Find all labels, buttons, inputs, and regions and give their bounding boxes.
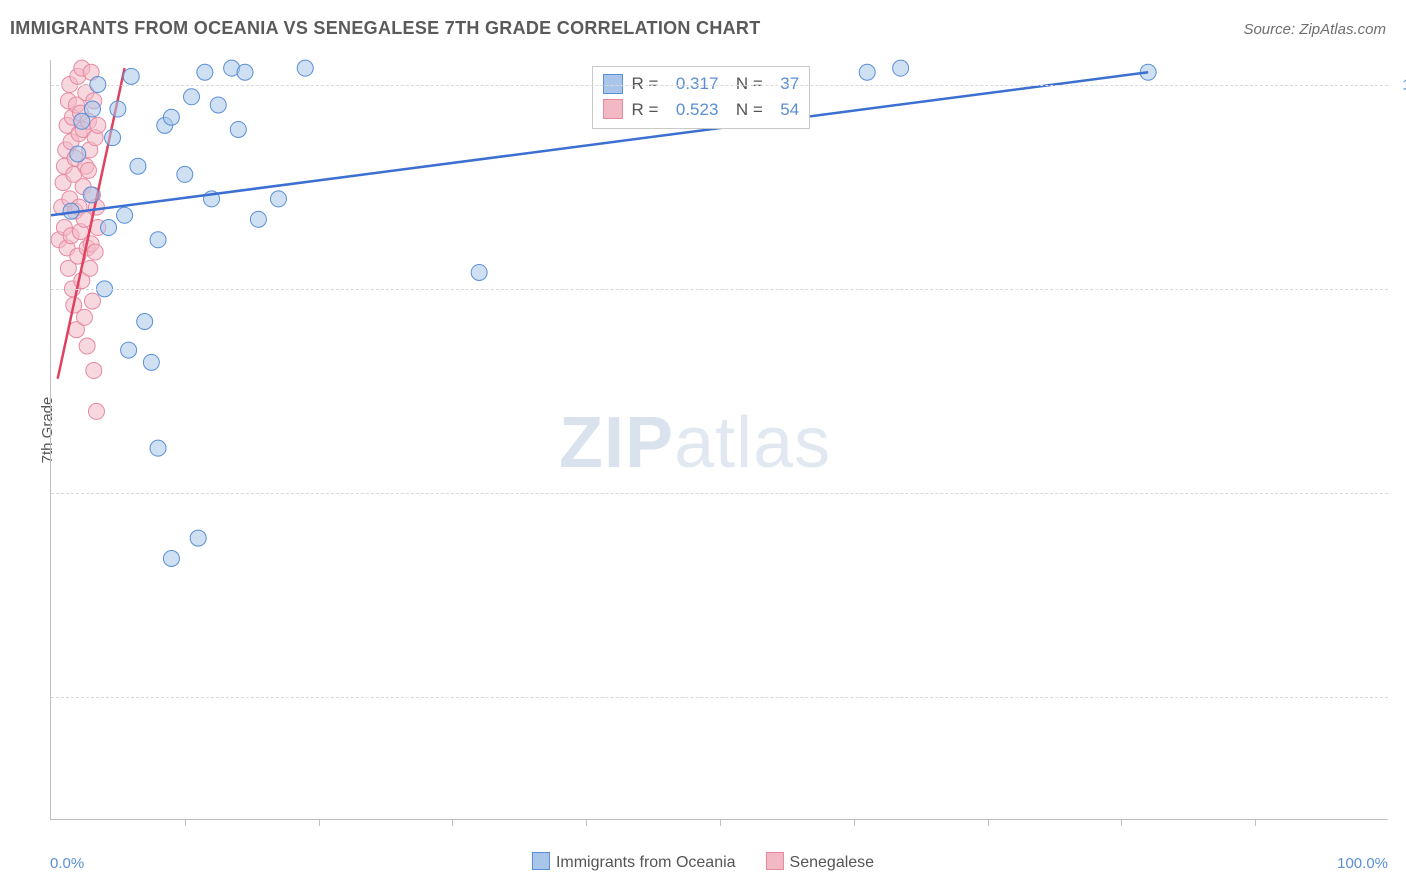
scatter-point bbox=[150, 232, 166, 248]
scatter-point bbox=[105, 130, 121, 146]
scatter-point bbox=[86, 363, 102, 379]
swatch-pink bbox=[603, 99, 623, 119]
xtick bbox=[1255, 819, 1256, 826]
scatter-point bbox=[183, 89, 199, 105]
scatter-point bbox=[143, 354, 159, 370]
n-label: N = bbox=[726, 97, 772, 123]
scatter-point bbox=[893, 60, 909, 76]
scatter-point bbox=[270, 191, 286, 207]
scatter-point bbox=[237, 64, 253, 80]
xtick bbox=[854, 819, 855, 826]
legend-label-blue: Immigrants from Oceania bbox=[556, 854, 736, 871]
scatter-point bbox=[80, 162, 96, 178]
scatter-point bbox=[101, 220, 117, 236]
legend-item-blue: Immigrants from Oceania bbox=[532, 852, 736, 872]
scatter-point bbox=[230, 121, 246, 137]
legend-item-pink: Senegalese bbox=[766, 852, 875, 872]
scatter-point bbox=[859, 64, 875, 80]
stats-legend-box: R = 0.317 N = 37 R = 0.523 N = 54 bbox=[592, 66, 810, 129]
scatter-point bbox=[130, 158, 146, 174]
scatter-point bbox=[83, 187, 99, 203]
scatter-point bbox=[121, 342, 137, 358]
scatter-point bbox=[250, 211, 266, 227]
xtick bbox=[586, 819, 587, 826]
xtick bbox=[185, 819, 186, 826]
scatter-point bbox=[76, 309, 92, 325]
scatter-point bbox=[117, 207, 133, 223]
scatter-point bbox=[123, 68, 139, 84]
scatter-point bbox=[471, 264, 487, 280]
scatter-point bbox=[163, 550, 179, 566]
scatter-point bbox=[79, 338, 95, 354]
scatter-point bbox=[84, 101, 100, 117]
xtick bbox=[720, 819, 721, 826]
scatter-point bbox=[87, 244, 103, 260]
svg-layer bbox=[51, 60, 1388, 819]
gridline-h bbox=[51, 85, 1388, 86]
scatter-point bbox=[110, 101, 126, 117]
stats-row-pink: R = 0.523 N = 54 bbox=[603, 97, 799, 123]
scatter-point bbox=[210, 97, 226, 113]
xtick bbox=[319, 819, 320, 826]
gridline-h bbox=[51, 493, 1388, 494]
ytick-label: 100.0% bbox=[1393, 76, 1406, 93]
xtick bbox=[988, 819, 989, 826]
xtick bbox=[1121, 819, 1122, 826]
scatter-point bbox=[177, 166, 193, 182]
scatter-point bbox=[84, 293, 100, 309]
footer-swatch-blue bbox=[532, 852, 550, 870]
scatter-point bbox=[70, 146, 86, 162]
chart-container: IMMIGRANTS FROM OCEANIA VS SENEGALESE 7T… bbox=[0, 0, 1406, 892]
scatter-point bbox=[137, 314, 153, 330]
gridline-h bbox=[51, 697, 1388, 698]
x-max-label: 100.0% bbox=[1337, 855, 1388, 872]
legend-label-pink: Senegalese bbox=[790, 854, 875, 871]
plot-area: ZIPatlas R = 0.317 N = 37 R = 0.523 N = … bbox=[50, 60, 1388, 820]
scatter-point bbox=[82, 260, 98, 276]
title-row: IMMIGRANTS FROM OCEANIA VS SENEGALESE 7T… bbox=[10, 18, 1386, 39]
n-value-pink: 54 bbox=[780, 97, 799, 123]
r-label: R = bbox=[631, 97, 667, 123]
scatter-point bbox=[297, 60, 313, 76]
xtick bbox=[452, 819, 453, 826]
scatter-point bbox=[88, 403, 104, 419]
ytick-label: 95.0% bbox=[1393, 280, 1406, 297]
scatter-point bbox=[150, 440, 166, 456]
footer-swatch-pink bbox=[766, 852, 784, 870]
chart-title: IMMIGRANTS FROM OCEANIA VS SENEGALESE 7T… bbox=[10, 18, 761, 39]
source-label: Source: ZipAtlas.com bbox=[1243, 21, 1386, 38]
x-min-label: 0.0% bbox=[50, 855, 84, 872]
scatter-point bbox=[197, 64, 213, 80]
ytick-label: 90.0% bbox=[1393, 485, 1406, 502]
footer-legend: Immigrants from Oceania Senegalese bbox=[532, 852, 874, 872]
scatter-point bbox=[90, 117, 106, 133]
r-value-pink: 0.523 bbox=[676, 97, 719, 123]
gridline-h bbox=[51, 289, 1388, 290]
scatter-point bbox=[190, 530, 206, 546]
scatter-point bbox=[163, 109, 179, 125]
ytick-label: 85.0% bbox=[1393, 689, 1406, 706]
